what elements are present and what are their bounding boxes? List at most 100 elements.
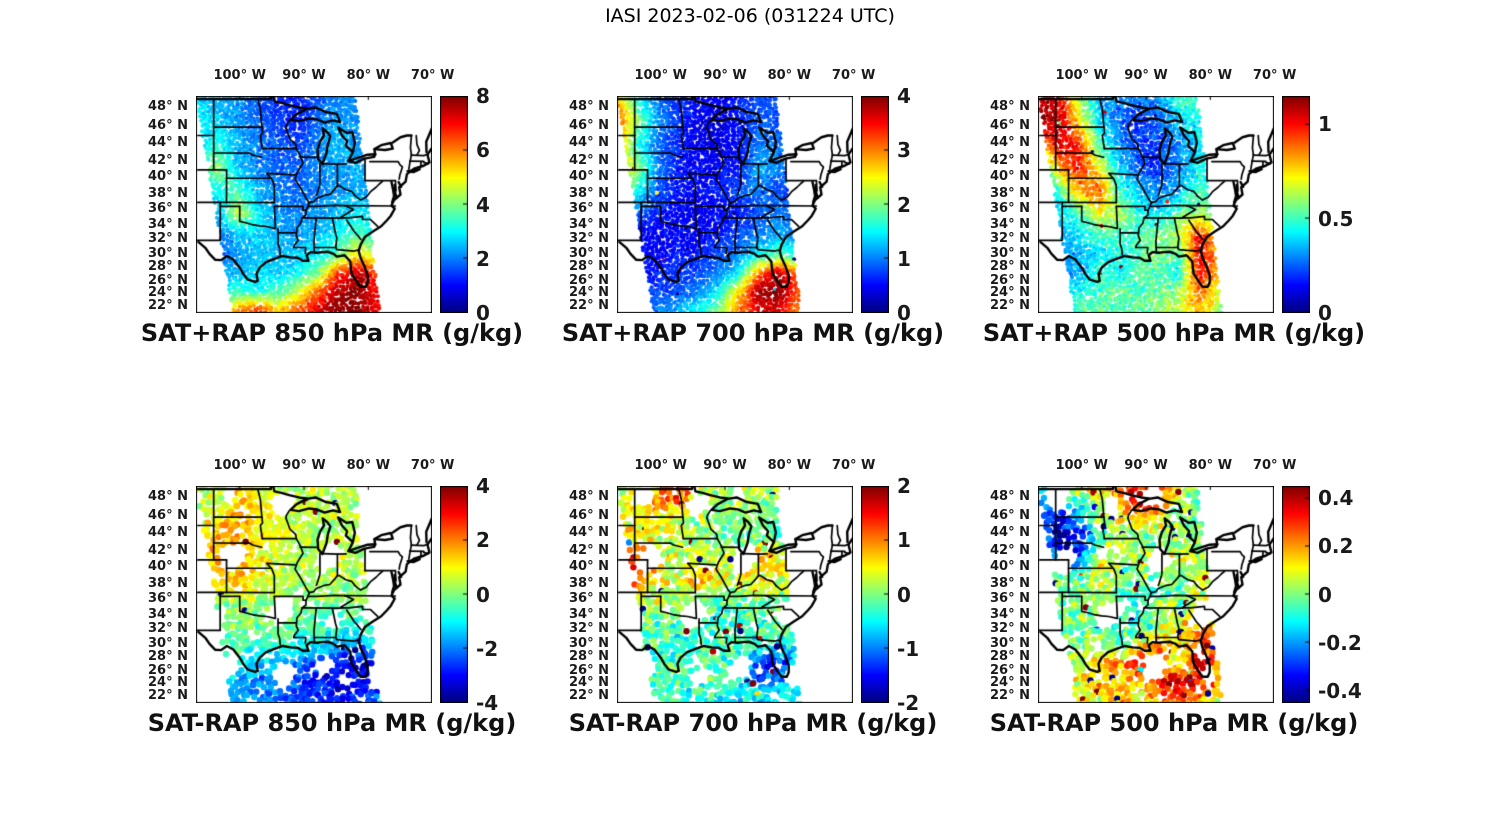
lat-tick-label: 44° N — [990, 525, 1030, 541]
colorbar-tick-label: 0 — [476, 301, 490, 325]
colorbar-tick-label: 0 — [897, 582, 911, 607]
lat-tick-label: 30° N — [569, 635, 609, 651]
panel-caption: SAT-RAP 850 hPa MR (g/kg) — [147, 709, 517, 737]
lon-tick-label: 100° W — [1055, 458, 1108, 473]
lon-tick-label: 70° W — [410, 458, 455, 473]
lat-tick-label: 36° N — [569, 201, 609, 217]
lat-tick-label: 44° N — [148, 135, 188, 151]
lat-tick-label: 46° N — [569, 507, 609, 523]
lat-tick-label: 46° N — [990, 507, 1030, 523]
lat-tick-label: 22° N — [990, 687, 1030, 703]
lon-tick-label: 90° W — [282, 458, 326, 473]
colorbar-tick-label: -2 — [476, 636, 499, 661]
panel-caption: SAT-RAP 700 hPa MR (g/kg) — [568, 709, 938, 737]
lon-tick-label: 80° W — [346, 68, 391, 83]
lat-tick-label: 38° N — [990, 575, 1030, 591]
lat-tick-label: 42° N — [148, 542, 188, 558]
lat-tick-label: 36° N — [569, 591, 609, 607]
lat-tick-label: 34° N — [148, 216, 188, 232]
lat-tick-label: 46° N — [148, 507, 188, 523]
colorbar-tick-label: 2 — [897, 474, 911, 498]
colorbar-tick-label: 4 — [476, 474, 490, 498]
lat-tick-label: 40° N — [148, 559, 188, 575]
colorbar-tick-label: 0.5 — [1318, 206, 1354, 231]
lat-tick-label: 30° N — [148, 245, 188, 261]
lat-tick-label: 36° N — [148, 591, 188, 607]
lat-tick-label: 40° N — [569, 169, 609, 185]
lon-tick-label: 100° W — [1055, 68, 1108, 83]
colorbar-tick-label: 1 — [1318, 112, 1332, 137]
lat-tick-label: 32° N — [148, 231, 188, 247]
lat-tick-label: 42° N — [148, 152, 188, 168]
lon-tick-label: 70° W — [1252, 68, 1297, 83]
lat-tick-label: 34° N — [569, 606, 609, 622]
lat-tick-label: 30° N — [990, 635, 1030, 651]
lat-tick-label: 38° N — [148, 575, 188, 591]
lon-tick-label: 80° W — [767, 68, 812, 83]
lat-tick-label: 28° N — [990, 259, 1030, 275]
colorbar-tick-label: -2 — [897, 691, 920, 715]
lon-tick-label: 70° W — [831, 68, 876, 83]
lat-tick-label: 34° N — [569, 216, 609, 232]
lon-tick-label: 90° W — [703, 68, 747, 83]
lat-tick-label: 42° N — [569, 152, 609, 168]
lon-tick-label: 80° W — [346, 458, 391, 473]
panel-caption: SAT-RAP 500 hPa MR (g/kg) — [989, 709, 1359, 737]
lat-tick-label: 26° N — [569, 272, 609, 288]
lat-tick-label: 44° N — [569, 135, 609, 151]
lat-tick-label: 34° N — [990, 216, 1030, 232]
lat-tick-label: 48° N — [569, 489, 609, 505]
lon-tick-label: 70° W — [1252, 458, 1297, 473]
lat-tick-label: 32° N — [148, 621, 188, 637]
lat-tick-label: 32° N — [569, 621, 609, 637]
lat-tick-label: 26° N — [990, 662, 1030, 678]
colorbar-tick-label: -1 — [897, 636, 920, 661]
lat-tick-label: 22° N — [569, 687, 609, 703]
lon-tick-label: 90° W — [282, 68, 326, 83]
lat-tick-label: 28° N — [148, 649, 188, 665]
map-canvas-sat-minus-rap-850 — [196, 486, 432, 703]
colorbar-tick-label: -0.4 — [1318, 678, 1362, 703]
lat-tick-label: 48° N — [148, 489, 188, 505]
lat-tick-label: 28° N — [569, 649, 609, 665]
lat-tick-label: 48° N — [569, 99, 609, 115]
lat-tick-label: 22° N — [148, 687, 188, 703]
lat-tick-label: 24° N — [990, 675, 1030, 691]
lat-tick-label: 48° N — [148, 99, 188, 115]
lon-tick-label: 90° W — [1124, 458, 1168, 473]
lat-tick-label: 30° N — [990, 245, 1030, 261]
lon-tick-label: 90° W — [1124, 68, 1168, 83]
colorbar-tick-label: 4 — [476, 192, 490, 217]
colorbar-sat-plus-rap-850 — [440, 96, 468, 313]
lon-tick-label: 80° W — [767, 458, 812, 473]
map-canvas-sat-minus-rap-500 — [1038, 486, 1274, 703]
colorbar-sat-plus-rap-500 — [1282, 96, 1310, 313]
map-canvas-sat-plus-rap-700 — [617, 96, 853, 313]
map-canvas-sat-minus-rap-700 — [617, 486, 853, 703]
colorbar-tick-label: 0 — [476, 582, 490, 607]
lat-tick-label: 48° N — [990, 489, 1030, 505]
lat-tick-label: 32° N — [569, 231, 609, 247]
lat-tick-label: 22° N — [569, 297, 609, 313]
lon-tick-label: 100° W — [634, 458, 687, 473]
map-canvas-sat-plus-rap-500 — [1038, 96, 1274, 313]
lat-tick-label: 40° N — [569, 559, 609, 575]
lat-tick-label: 34° N — [990, 606, 1030, 622]
panel-caption: SAT+RAP 700 hPa MR (g/kg) — [561, 319, 945, 347]
colorbar-tick-label: 0.2 — [1318, 534, 1354, 559]
colorbar-tick-label: 0 — [897, 301, 911, 325]
lat-tick-label: 36° N — [990, 591, 1030, 607]
lat-tick-label: 46° N — [569, 117, 609, 133]
colorbar-tick-label: 0 — [1318, 582, 1332, 607]
colorbar-sat-minus-rap-500 — [1282, 486, 1310, 703]
colorbar-tick-label: 0 — [1318, 301, 1332, 325]
lon-tick-label: 70° W — [831, 458, 876, 473]
lon-tick-label: 80° W — [1188, 458, 1233, 473]
lat-tick-label: 30° N — [569, 245, 609, 261]
lat-tick-label: 48° N — [990, 99, 1030, 115]
lat-tick-label: 44° N — [148, 525, 188, 541]
lat-tick-label: 24° N — [569, 675, 609, 691]
lat-tick-label: 40° N — [148, 169, 188, 185]
lat-tick-label: 28° N — [990, 649, 1030, 665]
